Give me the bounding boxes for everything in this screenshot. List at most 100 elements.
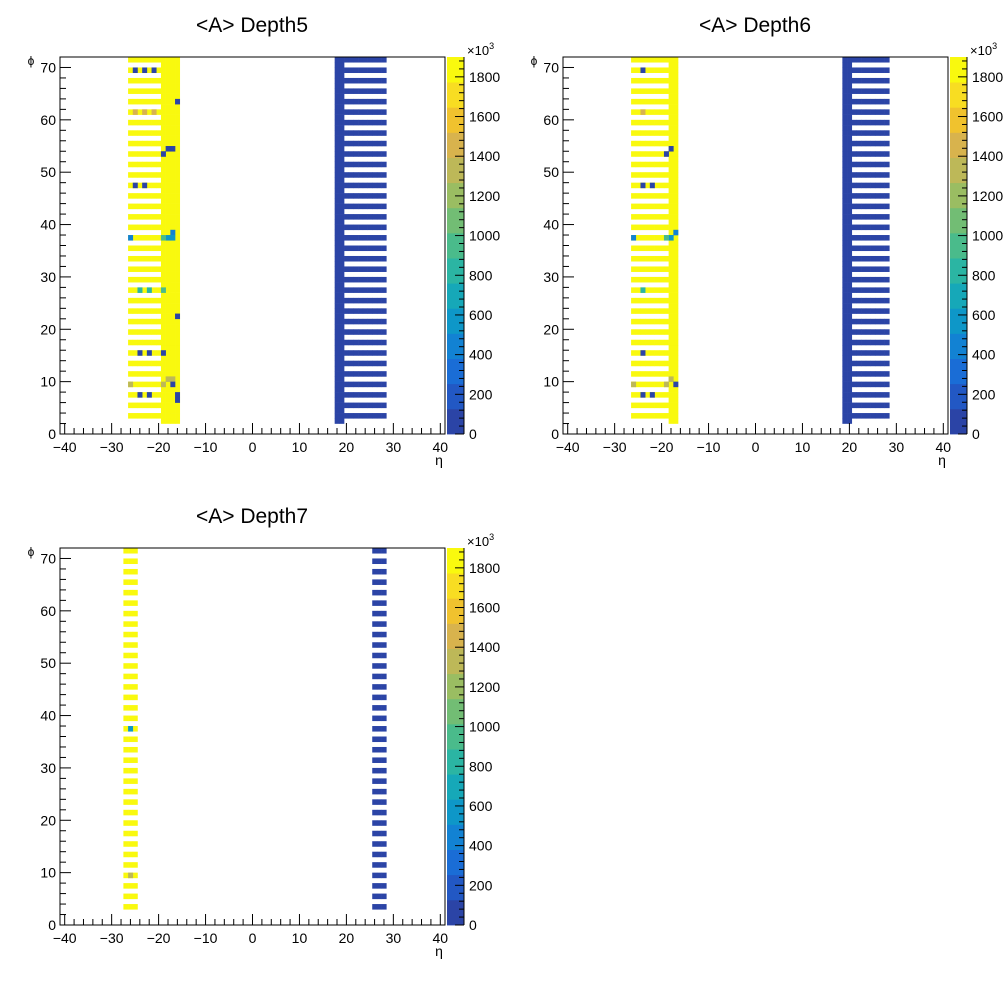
x-tick-label: −30 [603, 439, 627, 455]
heatmap-cell [842, 187, 848, 194]
heatmap-cell [673, 177, 679, 183]
heatmap-cell [160, 119, 166, 126]
heatmap-cell [856, 318, 862, 325]
heatmap-cell [668, 318, 674, 325]
heatmap-cell [123, 673, 129, 680]
y-tick-label: 40 [543, 217, 559, 233]
heatmap-cell [146, 255, 152, 262]
heatmap-cell [160, 93, 166, 100]
heatmap-cell [875, 193, 881, 199]
x-tick-label: 10 [292, 930, 308, 946]
heatmap-cell [123, 736, 129, 743]
colorbar-tick-label: 1800 [469, 560, 500, 576]
heatmap-cell [851, 88, 857, 94]
heatmap-cell [160, 392, 166, 398]
heatmap-cell [151, 318, 157, 325]
colorbar-tick-label: 800 [469, 758, 493, 774]
heatmap-cell [654, 371, 660, 377]
heatmap-cell [175, 365, 181, 372]
heatmap-cell [160, 245, 166, 252]
heatmap-cell [847, 381, 853, 388]
colorbar-multiplier-exponent: 3 [992, 41, 997, 51]
heatmap-cell [123, 548, 129, 554]
heatmap-cell [376, 799, 382, 805]
heatmap-cell [851, 381, 857, 388]
heatmap-cell [668, 57, 674, 63]
heatmap-cell [851, 245, 857, 252]
heatmap-cell [673, 104, 679, 110]
heatmap-cell [663, 193, 669, 199]
heatmap-cell [165, 313, 171, 320]
heatmap-cell [339, 187, 345, 194]
heatmap-cell [870, 371, 876, 377]
heatmap-cell [339, 392, 345, 398]
heatmap-cell [381, 872, 387, 879]
heatmap-cell [879, 287, 885, 293]
heatmap-cell [123, 841, 129, 847]
heatmap-cell [137, 276, 143, 283]
heatmap-cell [151, 151, 157, 157]
heatmap-cell [339, 245, 345, 252]
heatmap-cell [663, 119, 669, 126]
colorbar-tick-label: 1000 [469, 719, 500, 735]
heatmap-cell [334, 297, 340, 304]
heatmap-cell [673, 161, 679, 168]
heatmap-cell [381, 893, 387, 900]
heatmap-cell [132, 402, 138, 409]
heatmap-cell [861, 151, 867, 157]
heatmap-cell [353, 392, 359, 398]
heatmap-cell [156, 266, 162, 272]
heatmap-cell [165, 229, 171, 236]
heatmap-cell [175, 381, 181, 388]
heatmap-cell [842, 308, 848, 314]
heatmap-cell [362, 172, 368, 178]
heatmap-cell [842, 344, 848, 351]
heatmap-cell [631, 182, 637, 189]
heatmap-cell [142, 245, 148, 252]
heatmap-cell [673, 125, 679, 131]
heatmap-cell [673, 261, 679, 267]
heatmap-cell [137, 235, 143, 241]
heatmap-cell [645, 88, 651, 94]
heatmap-cell [175, 266, 181, 272]
heatmap-cell [635, 339, 641, 346]
heatmap-cell [170, 350, 176, 356]
heatmap-cell [847, 88, 853, 94]
heatmap-cell [132, 893, 138, 900]
heatmap-cell [875, 318, 881, 325]
heatmap-cell [673, 371, 679, 377]
heatmap-cell [847, 57, 853, 63]
heatmap-cell [362, 235, 368, 241]
heatmap-cell [175, 125, 181, 131]
heatmap-cell [367, 77, 373, 84]
heatmap-cell [381, 88, 387, 94]
heatmap-cell [334, 156, 340, 163]
heatmap-cell [132, 767, 138, 774]
heatmap-cell [847, 240, 853, 246]
heatmap-cell [381, 600, 387, 606]
heatmap-cell [856, 371, 862, 377]
heatmap-cell [146, 140, 152, 147]
chart-title: <A> Depth6 [699, 14, 811, 37]
heatmap-cell [879, 266, 885, 272]
heatmap-cell [376, 893, 382, 900]
heatmap-cell [362, 276, 368, 283]
heatmap-cell [344, 109, 350, 115]
heatmap-cell [160, 125, 166, 131]
heatmap-cell [645, 402, 651, 409]
heatmap-cell [884, 235, 890, 241]
heatmap-cell [654, 339, 660, 346]
heatmap-cell [358, 329, 364, 335]
heatmap-cell [870, 297, 876, 304]
heatmap-cell [175, 62, 181, 68]
heatmap-cell [348, 193, 354, 199]
heatmap-cell [132, 140, 138, 147]
heatmap-cell [334, 193, 340, 199]
heatmap-cell [842, 182, 848, 189]
heatmap-cell [156, 350, 162, 356]
heatmap-cell [339, 376, 345, 382]
heatmap-cell [856, 57, 862, 63]
heatmap-cell [879, 235, 885, 241]
heatmap-cell [344, 172, 350, 178]
